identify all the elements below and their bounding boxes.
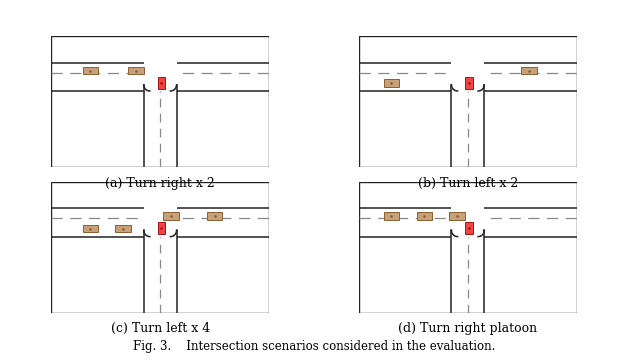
Bar (207, 213, 222, 220)
Text: (b) Turn left x 2: (b) Turn left x 2 (418, 177, 518, 190)
Bar (129, 67, 144, 74)
Bar (384, 79, 399, 87)
Bar (83, 67, 98, 74)
Bar (158, 77, 165, 89)
Bar (144, 207, 176, 238)
Bar (158, 222, 165, 234)
Bar (384, 213, 399, 220)
Text: (a) Turn right x 2: (a) Turn right x 2 (106, 177, 215, 190)
Bar (452, 62, 484, 92)
Bar (116, 225, 131, 232)
Bar (521, 67, 537, 74)
Bar (449, 213, 465, 220)
Bar (163, 213, 179, 220)
Bar (465, 77, 473, 89)
Bar (416, 213, 432, 220)
Text: (d) Turn right platoon: (d) Turn right platoon (398, 322, 538, 335)
Text: (c) Turn left x 4: (c) Turn left x 4 (111, 322, 210, 335)
Bar (452, 207, 484, 238)
Bar (83, 225, 98, 232)
Bar (144, 62, 176, 92)
Text: Fig. 3.    Intersection scenarios considered in the evaluation.: Fig. 3. Intersection scenarios considere… (133, 340, 495, 353)
Bar (465, 222, 473, 234)
